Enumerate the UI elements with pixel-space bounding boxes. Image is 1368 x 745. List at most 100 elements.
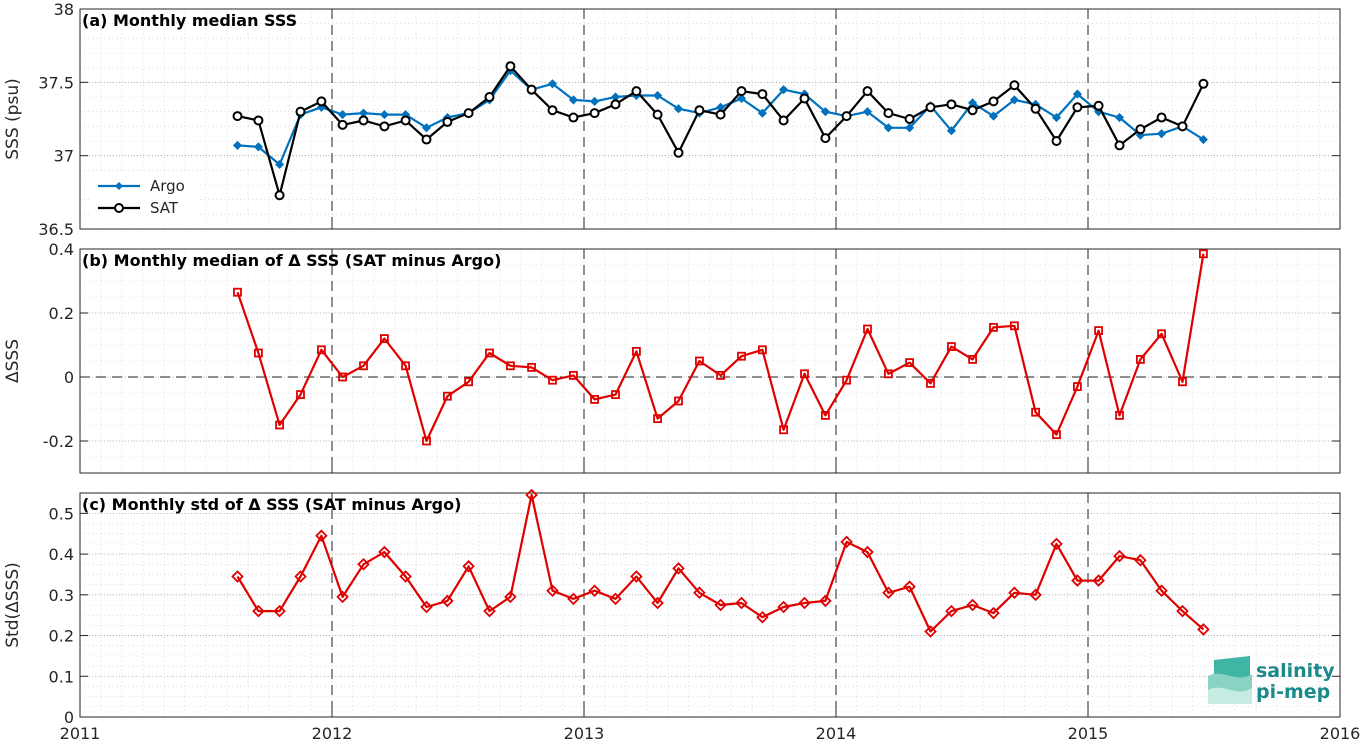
series-sat <box>232 61 1209 201</box>
data-point <box>736 86 747 97</box>
data-point <box>1073 382 1082 392</box>
data-point <box>673 104 684 114</box>
data-point <box>421 134 432 145</box>
data-point <box>379 121 390 132</box>
data-point <box>295 106 306 117</box>
data-point <box>924 625 937 638</box>
legend-label-sat: SAT <box>150 199 179 217</box>
y-axis-label: ΔSSS <box>3 339 23 383</box>
data-point <box>484 92 495 102</box>
data-point <box>779 85 789 95</box>
data-point <box>653 414 662 424</box>
y-tick-label: 37.5 <box>38 73 74 92</box>
y-tick-label: 0 <box>64 368 74 387</box>
x-tick-label: 2013 <box>564 724 605 743</box>
data-point <box>317 345 326 355</box>
data-point <box>1157 129 1167 139</box>
data-point <box>1072 102 1083 113</box>
data-point <box>756 610 769 624</box>
data-point <box>904 114 915 124</box>
data-point <box>483 604 496 618</box>
data-point <box>252 604 265 618</box>
data-point <box>254 348 263 358</box>
data-point <box>861 545 874 559</box>
data-point <box>630 570 643 583</box>
data-point <box>526 84 537 95</box>
data-point <box>1114 112 1125 123</box>
data-point <box>1176 604 1189 618</box>
data-point <box>316 96 327 107</box>
data-point <box>485 348 494 358</box>
data-point <box>1051 136 1062 146</box>
data-point <box>1030 103 1041 114</box>
data-point <box>821 410 830 420</box>
axes-frame <box>79 248 1341 474</box>
data-point <box>1199 249 1208 259</box>
data-point <box>777 600 790 614</box>
data-point <box>527 362 536 372</box>
data-point <box>842 375 851 385</box>
data-point <box>1136 354 1145 364</box>
y-axis-label: Std(ΔSSS) <box>3 562 23 648</box>
data-point <box>1009 80 1020 91</box>
data-point <box>589 108 600 119</box>
y-tick-label: 0.1 <box>49 667 74 686</box>
y-tick-label: 36.5 <box>38 220 74 239</box>
data-point <box>1157 329 1166 339</box>
data-point <box>568 112 579 123</box>
panel-title: (c) Monthly std of Δ SSS (SAT minus Argo… <box>82 495 461 514</box>
logo-line2: pi-mep <box>1256 681 1330 703</box>
data-point <box>547 105 558 116</box>
data-point <box>632 346 641 356</box>
y-tick-label: 37 <box>54 147 74 166</box>
data-point <box>463 108 474 119</box>
data-point <box>968 354 977 364</box>
data-point <box>673 147 684 158</box>
data-point <box>757 89 768 100</box>
salinity-pi-mep-logo: salinity pi-mep <box>1208 656 1335 704</box>
data-point <box>336 590 349 604</box>
data-point <box>800 369 809 379</box>
y-tick-label: 0.2 <box>49 304 74 323</box>
data-point <box>631 86 642 97</box>
y-tick-label: 0.4 <box>49 545 74 564</box>
data-point <box>863 324 872 334</box>
data-point <box>610 99 621 110</box>
data-point <box>380 334 389 344</box>
y-tick-label: 38 <box>54 0 74 19</box>
data-point <box>946 99 957 110</box>
data-point <box>966 598 979 612</box>
data-point <box>820 107 830 117</box>
data-point <box>441 594 454 608</box>
data-point <box>967 105 978 116</box>
x-tick-label: 2014 <box>816 724 857 743</box>
data-point <box>273 604 286 618</box>
data-point <box>1113 549 1126 563</box>
data-point <box>714 598 727 612</box>
data-point <box>1009 95 1019 105</box>
data-point <box>988 111 999 121</box>
data-point <box>883 108 894 119</box>
data-point <box>1177 121 1188 132</box>
data-point <box>568 95 578 105</box>
data-point <box>945 604 958 618</box>
grid <box>79 8 1341 230</box>
data-point <box>989 322 998 332</box>
data-point <box>672 562 685 575</box>
data-point <box>275 159 285 170</box>
data-point <box>946 126 956 136</box>
x-tick-label: 2011 <box>60 724 101 743</box>
data-point <box>987 606 1000 620</box>
y-tick-label: 0.5 <box>49 504 74 523</box>
data-point <box>1093 100 1104 111</box>
data-point <box>296 390 305 400</box>
data-point <box>1197 623 1210 636</box>
data-point <box>1198 78 1209 89</box>
data-point <box>1052 430 1061 440</box>
data-point <box>988 96 999 107</box>
data-point <box>274 190 285 201</box>
data-point <box>883 123 893 133</box>
series-line <box>236 253 1205 443</box>
axes-frame <box>79 8 1341 230</box>
data-point <box>232 140 243 150</box>
